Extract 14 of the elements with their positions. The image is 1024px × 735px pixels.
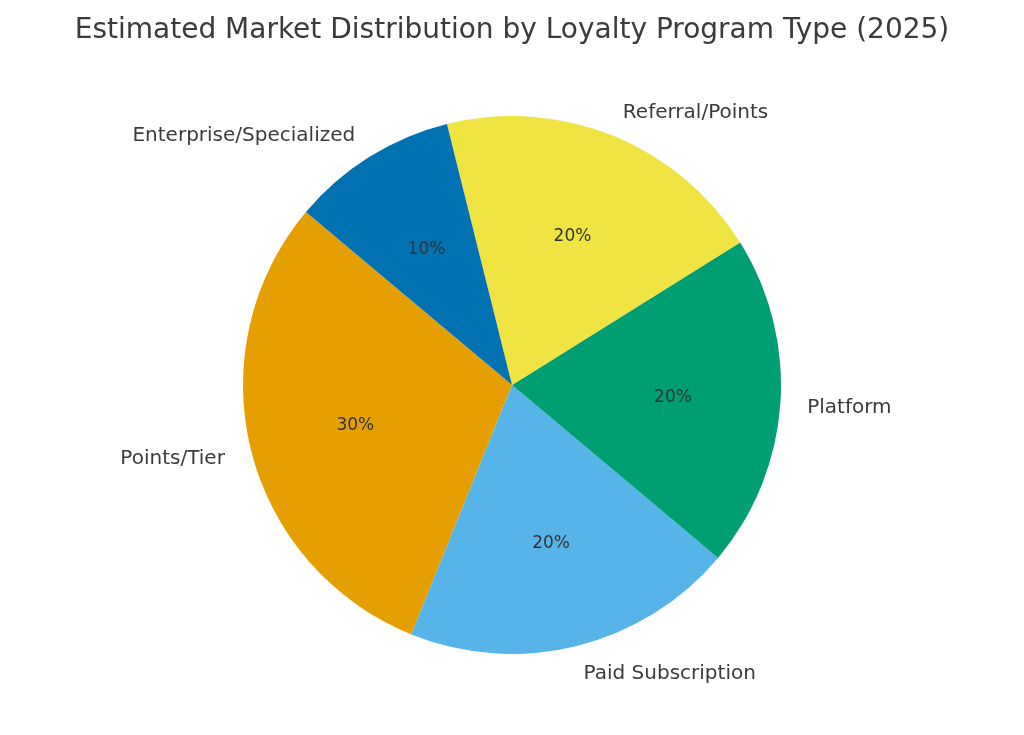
data-label: 20% [532,531,570,552]
slice-label: Platform [807,393,892,418]
slice-label: Referral/Points [622,98,769,123]
data-label: 30% [336,414,375,435]
data-label: 20% [553,225,592,246]
pie-slice [243,212,512,635]
slice-label: Paid Subscription [583,660,756,685]
slice-label: Points/Tier [120,444,226,469]
pie-slice [512,242,781,558]
pie-slice [411,385,719,654]
data-label: 10% [407,238,446,259]
slice-label: Enterprise/Specialized [132,122,356,147]
data-label: 20% [654,386,692,407]
chart-title: Estimated Market Distribution by Loyalty Program Type (2025) [74,11,950,45]
